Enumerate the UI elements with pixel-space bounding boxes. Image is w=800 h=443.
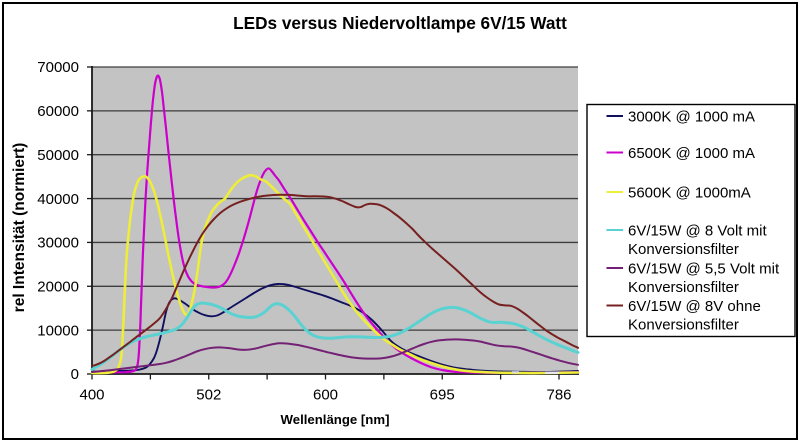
svg-text:695: 695 <box>430 387 455 404</box>
svg-text:0: 0 <box>71 366 79 383</box>
svg-text:786: 786 <box>546 387 571 404</box>
svg-text:3000K @ 1000 mA: 3000K @ 1000 mA <box>628 108 755 125</box>
svg-text:400: 400 <box>79 387 104 404</box>
svg-text:Konversionsfilter: Konversionsfilter <box>628 316 739 333</box>
svg-text:60000: 60000 <box>37 103 79 120</box>
svg-text:10000: 10000 <box>37 322 79 339</box>
svg-text:6V/15W @ 8V ohne: 6V/15W @ 8V ohne <box>628 298 761 315</box>
svg-text:30000: 30000 <box>37 235 79 252</box>
svg-text:6500K @ 1000 mA: 6500K @ 1000 mA <box>628 145 755 162</box>
svg-text:LEDs versus Niedervoltlampe 6V: LEDs versus Niedervoltlampe 6V/15 Watt <box>233 13 567 33</box>
svg-text:600: 600 <box>313 387 338 404</box>
svg-text:70000: 70000 <box>37 59 79 76</box>
svg-text:Konversionsfilter: Konversionsfilter <box>628 279 739 296</box>
svg-text:502: 502 <box>196 387 221 404</box>
svg-text:6V/15W @ 8 Volt mit: 6V/15W @ 8 Volt mit <box>628 222 767 239</box>
svg-text:6V/15W @ 5,5 Volt mit: 6V/15W @ 5,5 Volt mit <box>628 260 780 277</box>
svg-text:40000: 40000 <box>37 191 79 208</box>
svg-text:50000: 50000 <box>37 147 79 164</box>
svg-text:Wellenlänge [nm]: Wellenlänge [nm] <box>281 412 390 427</box>
svg-text:Konversionsfilter: Konversionsfilter <box>628 241 739 258</box>
svg-text:5600K @ 1000mA: 5600K @ 1000mA <box>628 184 751 201</box>
svg-text:20000: 20000 <box>37 279 79 296</box>
svg-text:rel Intensität (normiert): rel Intensität (normiert) <box>11 143 28 313</box>
